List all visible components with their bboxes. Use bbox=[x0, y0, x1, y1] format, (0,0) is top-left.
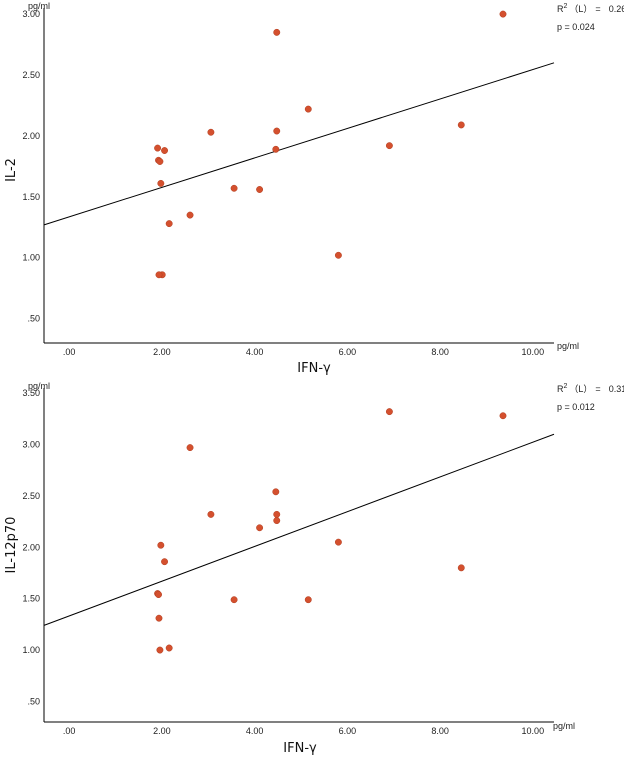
chart1-r2-equals: = bbox=[595, 4, 600, 14]
chart1-y-tick-label: 2.50 bbox=[22, 70, 40, 80]
chart2-data-point bbox=[207, 510, 215, 518]
chart1-y-axis-label: IL-2 bbox=[4, 158, 19, 182]
chart1-y-tick-label: 1.00 bbox=[22, 253, 40, 263]
chart1-y-unit: pg/ml bbox=[28, 1, 50, 11]
chart2-data-point bbox=[186, 444, 194, 452]
chart1-data-point bbox=[304, 105, 312, 113]
chart1-y-tick-label: .50 bbox=[27, 314, 40, 324]
chart2-fit-line bbox=[43, 433, 555, 626]
chart1-data-point bbox=[256, 186, 264, 193]
chart2-y-tick-label: 3.00 bbox=[22, 440, 40, 450]
chart2-y-tick-label: 1.50 bbox=[22, 594, 40, 604]
chart2-data-point bbox=[272, 488, 280, 496]
chart1-y-tick-label: 2.00 bbox=[22, 131, 40, 141]
chart2-data-point bbox=[230, 596, 238, 604]
chart1-data-point bbox=[499, 10, 507, 18]
chart1-r2-superscript: 2 bbox=[564, 3, 568, 10]
chart2-data-point bbox=[165, 644, 173, 652]
chart2-data-point bbox=[385, 408, 393, 416]
chart1-data-point bbox=[156, 158, 164, 165]
chart2-data-point bbox=[156, 646, 164, 654]
chart1-data-point bbox=[272, 145, 280, 153]
chart1-data-point bbox=[273, 127, 281, 135]
chart1-fit-line bbox=[43, 62, 555, 226]
chart1-data-point bbox=[457, 121, 465, 129]
chart2-data-point bbox=[161, 558, 168, 566]
chart2-x-unit: pg/ml bbox=[553, 721, 575, 731]
chart1-y-tick-label: 3.00 bbox=[22, 9, 40, 19]
chart1-x-axis-label: IFN-γ bbox=[297, 361, 331, 376]
chart1-p-value: p = 0.024 bbox=[557, 22, 595, 32]
chart1-y-tick-label: 1.50 bbox=[22, 192, 40, 202]
chart1-data-point bbox=[334, 251, 342, 259]
chart2-data-point bbox=[273, 517, 281, 525]
chart2-x-tick-label: .00 bbox=[63, 726, 76, 736]
chart2-y-axis-label: IL-12p70 bbox=[4, 517, 19, 574]
chart1-data-point bbox=[154, 144, 162, 152]
chart1-x-unit: pg/ml bbox=[557, 341, 579, 351]
chart2-y-tick-label: 2.00 bbox=[22, 542, 40, 552]
chart2-y-tick-label: .50 bbox=[27, 696, 40, 706]
chart1-x-tick-label: 4.00 bbox=[246, 347, 264, 357]
chart1-r2-value: 0.264 bbox=[609, 4, 624, 14]
chart2-data-point bbox=[457, 564, 465, 572]
chart2-data-point bbox=[157, 541, 165, 549]
chart2-y-tick-label: 2.50 bbox=[22, 491, 40, 501]
chart2-r2-equals: = bbox=[595, 384, 600, 394]
chart2-r2-value: 0.318 bbox=[609, 384, 624, 394]
chart1-data-point bbox=[385, 142, 393, 150]
chart1-data-point bbox=[273, 28, 281, 36]
chart2-data-point bbox=[256, 524, 264, 532]
chart2-x-tick-label: 8.00 bbox=[431, 726, 449, 736]
chart1-x-tick-label: .00 bbox=[63, 347, 76, 357]
chart1-x-tick-label: 8.00 bbox=[431, 347, 449, 357]
chart1-data-point bbox=[157, 179, 165, 187]
chart2-x-tick-label: 2.00 bbox=[153, 726, 171, 736]
chart1-x-tick-label: 2.00 bbox=[153, 347, 171, 357]
chart2-data-point bbox=[499, 412, 507, 420]
chart2-x-tick-label: 10.00 bbox=[522, 726, 545, 736]
chart2-r2-symbol: R bbox=[557, 384, 564, 394]
chart1-data-point bbox=[161, 147, 168, 154]
chart2-r2-method: （L） bbox=[569, 384, 592, 394]
chart2-x-tick-label: 6.00 bbox=[339, 726, 357, 736]
chart1-x-tick-label: 10.00 bbox=[522, 347, 545, 357]
chart2-x-axis-label: IFN-γ bbox=[283, 741, 317, 756]
chart2-r2-superscript: 2 bbox=[564, 383, 568, 390]
chart2-r2-label: R2（L）= 0.318 bbox=[557, 383, 624, 394]
chart2-data-point bbox=[334, 538, 342, 546]
chart1-data-point bbox=[207, 128, 215, 136]
chart1-data-point bbox=[230, 184, 238, 192]
chart1-x-tick-label: 6.00 bbox=[339, 347, 357, 357]
chart2-p-value: p = 0.012 bbox=[557, 402, 595, 412]
chart1-r2-label: R2（L）= 0.264 bbox=[557, 3, 624, 14]
chart2-x-tick-label: 4.00 bbox=[246, 726, 264, 736]
chart1-data-point bbox=[165, 220, 173, 228]
chart2-y-tick-label: 1.00 bbox=[22, 645, 40, 655]
plots-layer: .00 2.00 4.00 6.00 8.00 10.00 .50 1.00 1.50 2.00 2… bbox=[22, 8, 555, 736]
chart1-data-point bbox=[186, 211, 194, 219]
chart2-data-point bbox=[273, 510, 281, 518]
chart1-r2-method: （L） bbox=[569, 4, 592, 14]
chart2-data-point bbox=[155, 591, 162, 599]
chart1-data-point bbox=[155, 271, 163, 279]
chart2-y-unit: pg/ml bbox=[28, 381, 50, 391]
chart1-r2-symbol: R bbox=[557, 4, 564, 14]
chart2-data-point bbox=[155, 614, 163, 622]
chart2-data-point bbox=[304, 596, 312, 604]
chart2-y-tick-label: 3.50 bbox=[22, 388, 40, 398]
